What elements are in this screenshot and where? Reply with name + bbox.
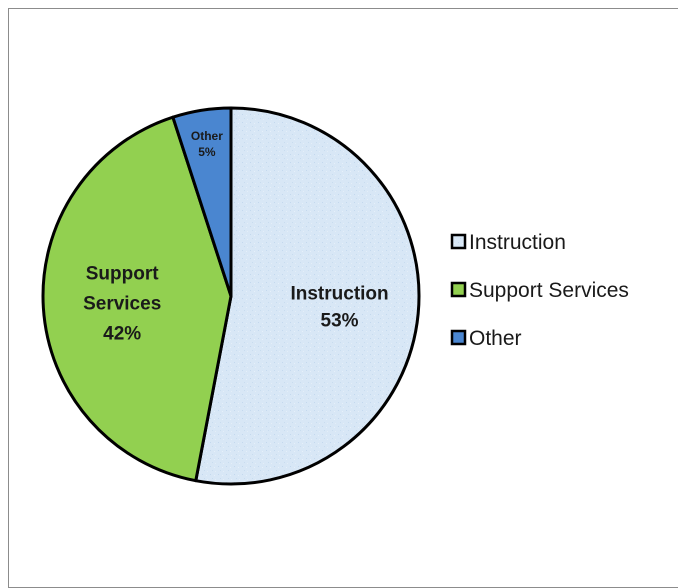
legend: Instruction Support Services Other — [450, 231, 629, 350]
legend-label-instruction: Instruction — [469, 231, 566, 254]
slice-label-other: Other 5% — [191, 129, 223, 159]
legend-label-other: Other — [469, 327, 522, 350]
slice-name-label: Services — [83, 293, 161, 314]
pie-slices — [41, 106, 421, 486]
slice-value-label: 5% — [198, 145, 216, 159]
legend-item-instruction: Instruction — [450, 231, 566, 254]
slice-value-label: 42% — [103, 323, 141, 344]
slice-value-label: 53% — [321, 310, 359, 331]
pie-slice-other — [171, 106, 233, 298]
slice-name-label: Other — [191, 129, 223, 143]
slice-name-label: Instruction — [290, 283, 388, 304]
legend-swatch-support-services — [450, 281, 467, 298]
chart-frame: Instruction 53% Support Services 42% Other 5% … — [8, 8, 678, 588]
legend-label-support-services: Support Services — [469, 279, 629, 302]
slice-label-support-services: Support Services 42% — [83, 263, 161, 344]
legend-item-support-services: Support Services — [450, 279, 629, 302]
legend-swatch-instruction — [450, 233, 467, 250]
pie-slice-support-services — [41, 115, 233, 483]
pie-slice-instruction — [194, 106, 421, 486]
legend-item-other: Other — [450, 327, 522, 350]
slice-label-instruction: Instruction 53% — [290, 283, 388, 331]
pie-chart: Instruction 53%Support Services 42%Other 5% … — [41, 106, 629, 486]
slice-name-label: Support — [86, 263, 159, 284]
pie-slice-labels: Instruction 53% Support Services 42% Other 5% — [83, 129, 389, 345]
legend-swatch-other — [450, 329, 467, 346]
